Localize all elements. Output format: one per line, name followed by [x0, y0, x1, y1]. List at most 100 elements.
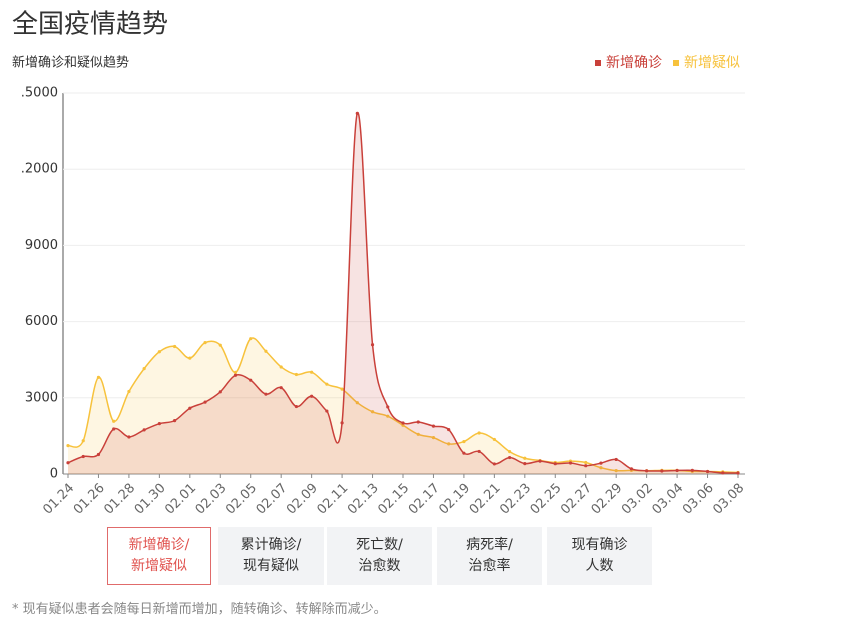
x-tick-label: 03.02	[619, 481, 656, 518]
point	[203, 341, 207, 345]
x-tick-label: 03.06	[680, 481, 717, 518]
tab-button-label: 死亡数/	[356, 537, 403, 553]
x-tick-label: 02.03	[193, 481, 230, 518]
point	[477, 431, 481, 435]
x-tick-label: 02.25	[528, 481, 565, 518]
y-tick-label: .5000	[21, 86, 58, 101]
y-tick-label: 9000	[25, 238, 58, 253]
point	[614, 469, 618, 473]
point	[264, 349, 268, 353]
x-tick-label: 02.23	[497, 481, 534, 518]
tab-button-label: 治愈数	[358, 558, 401, 574]
point	[172, 344, 177, 349]
point	[310, 370, 314, 374]
y-tick-label: .2000	[21, 162, 58, 177]
point	[249, 378, 253, 382]
point	[233, 370, 238, 374]
point	[142, 428, 146, 432]
point	[310, 394, 314, 398]
point	[431, 436, 436, 440]
point	[172, 419, 177, 423]
point	[416, 420, 420, 424]
point	[492, 462, 496, 466]
tab-button[interactable]: 累计确诊/现有疑似	[218, 527, 324, 585]
point	[599, 461, 603, 465]
point	[431, 424, 436, 428]
point	[599, 466, 603, 470]
footnote: * 现有疑似患者会随每日新增而增加，随转确诊、转解除而减少。	[12, 602, 387, 617]
tab-button-label: 人数	[585, 558, 614, 574]
point	[523, 456, 527, 460]
point	[370, 343, 375, 347]
tab-button[interactable]: 现有确诊 人数	[547, 527, 652, 585]
legend-swatch	[595, 60, 601, 66]
point	[462, 439, 466, 444]
point	[523, 462, 527, 466]
point	[249, 337, 253, 341]
x-tick-label: 01.28	[101, 481, 138, 518]
point	[614, 457, 618, 462]
point	[81, 439, 85, 443]
point	[645, 469, 649, 473]
point	[462, 451, 466, 455]
tab-button[interactable]: 死亡数/治愈数	[327, 527, 432, 585]
point	[507, 449, 512, 454]
y-tick-label: 0	[50, 467, 58, 482]
point	[690, 468, 694, 472]
x-tick-label: 02.21	[467, 481, 504, 518]
tab-button[interactable]: 病死率/治愈率	[437, 527, 542, 585]
point	[66, 444, 70, 448]
y-tick-label: 6000	[25, 314, 58, 329]
point	[157, 422, 161, 426]
x-tick-label: 02.27	[558, 481, 595, 518]
point	[721, 471, 725, 475]
point	[325, 409, 329, 413]
point	[447, 427, 451, 432]
x-tick-label: 02.29	[589, 481, 626, 518]
point	[264, 392, 268, 396]
point	[629, 467, 634, 471]
tab-button-label: 病死率/	[466, 537, 513, 553]
tab-button-label: 新增确诊/	[128, 537, 190, 553]
point	[386, 405, 390, 409]
point	[568, 461, 573, 465]
point	[386, 414, 390, 418]
tab-button[interactable]: 新增确诊/新增疑似	[107, 527, 211, 585]
x-tick-label: 03.04	[649, 481, 686, 518]
point	[96, 375, 101, 379]
point	[355, 401, 359, 405]
point	[447, 442, 451, 446]
legend-label: 新增确诊	[606, 55, 662, 71]
point	[584, 464, 588, 468]
point	[279, 365, 283, 369]
point	[294, 372, 299, 377]
x-tick-label: 01.26	[71, 481, 108, 518]
point	[340, 387, 344, 391]
point	[325, 382, 329, 386]
point	[218, 390, 222, 394]
y-tick-label: 3000	[25, 390, 58, 405]
x-tick-label: 02.11	[314, 481, 351, 518]
x-tick-label: 02.13	[345, 481, 382, 518]
area	[68, 112, 738, 474]
x-tick-label: 02.19	[436, 481, 473, 518]
x-tick-label: 01.24	[40, 481, 77, 518]
point	[660, 469, 664, 473]
point	[127, 435, 131, 439]
legend-swatch	[673, 60, 679, 66]
x-tick-label: 02.17	[406, 481, 443, 518]
point	[188, 356, 192, 360]
point	[142, 367, 146, 371]
point	[584, 460, 588, 465]
tab-button-label: 治愈率	[468, 558, 511, 574]
point	[81, 454, 85, 459]
point	[736, 471, 740, 475]
point	[370, 410, 375, 414]
point	[492, 437, 496, 442]
point	[112, 419, 116, 423]
chart-subtitle: 新增确诊和疑似趋势	[12, 55, 129, 71]
point	[96, 452, 101, 457]
point	[477, 449, 481, 454]
tab-button-label: 新增疑似	[131, 558, 187, 574]
